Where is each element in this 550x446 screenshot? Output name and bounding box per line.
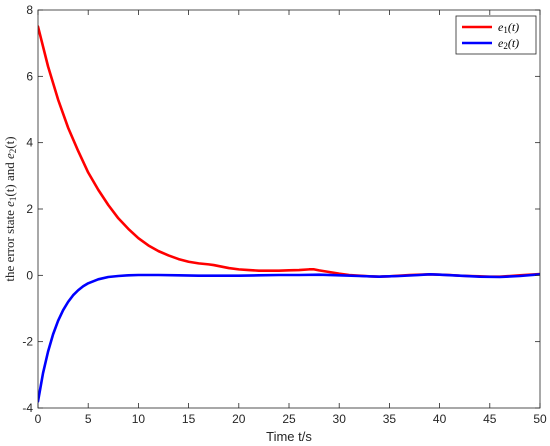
y-tick-label: 2 <box>26 202 33 216</box>
x-tick-label: 50 <box>533 412 547 426</box>
y-tick-label: -4 <box>22 401 33 415</box>
legend-label-e2: e2(t) <box>498 36 519 51</box>
x-tick-label: 5 <box>85 412 92 426</box>
x-axis-label: Time t/s <box>266 429 312 444</box>
y-tick-label: 4 <box>26 136 33 150</box>
x-tick-label: 25 <box>282 412 296 426</box>
x-tick-label: 10 <box>132 412 146 426</box>
x-tick-label: 30 <box>333 412 347 426</box>
x-tick-label: 15 <box>182 412 196 426</box>
x-tick-label: 45 <box>483 412 497 426</box>
x-tick-label: 40 <box>433 412 447 426</box>
series-line-e2 <box>38 273 540 403</box>
y-tick-label: 0 <box>26 268 33 282</box>
legend-box <box>455 15 537 55</box>
y-tick-label: 8 <box>26 3 33 17</box>
y-axis-label: the error state e1(t) and e2(t) <box>2 136 18 281</box>
y-tick-label: 6 <box>26 69 33 83</box>
x-tick-label: 0 <box>35 412 42 426</box>
legend-label-e1: e1(t) <box>498 20 519 35</box>
y-tick-label: -2 <box>22 335 33 349</box>
x-tick-label: 20 <box>232 412 246 426</box>
x-tick-label: 35 <box>383 412 397 426</box>
